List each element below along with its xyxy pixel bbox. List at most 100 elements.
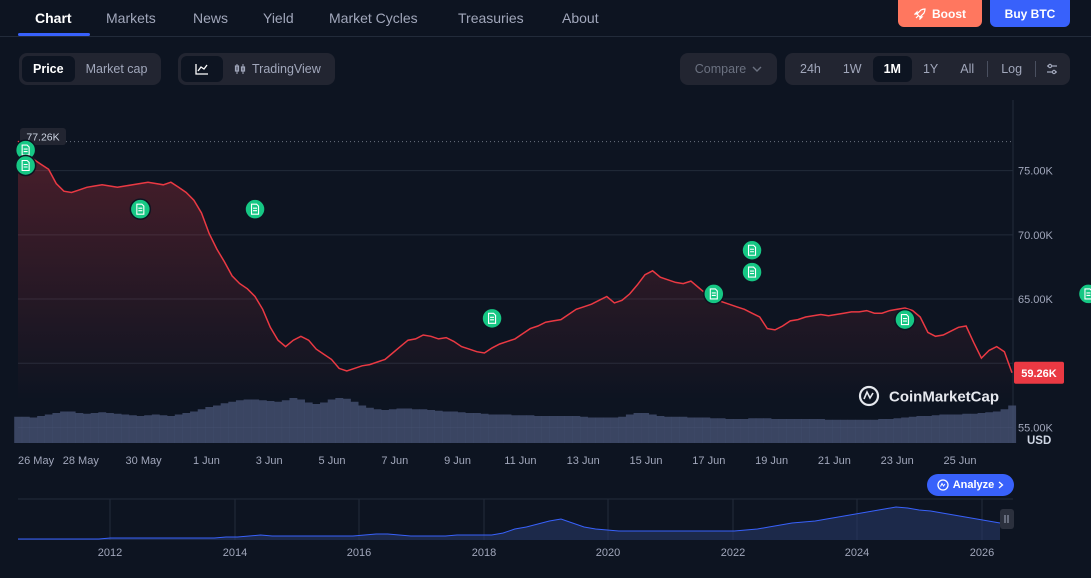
volume-bar <box>174 414 183 443</box>
watermark-text: CoinMarketCap <box>889 389 999 406</box>
range-all[interactable]: All <box>960 62 975 76</box>
volume-bar <box>90 413 99 443</box>
tab-chart[interactable]: Chart <box>35 10 72 26</box>
volume-bar <box>266 401 275 443</box>
volume-bar <box>465 413 474 443</box>
volume-bar <box>862 419 871 443</box>
market-cap-tab[interactable]: Market cap <box>85 62 148 76</box>
news-marker[interactable] <box>129 198 152 220</box>
news-marker[interactable] <box>703 283 725 305</box>
x-tick-label: 25 Jun <box>943 455 976 467</box>
volume-bar <box>281 400 290 443</box>
range-1w[interactable]: 1W <box>842 62 862 76</box>
volume-bar <box>809 419 818 443</box>
news-marker[interactable] <box>741 261 763 283</box>
volume-bar <box>243 399 252 443</box>
settings-button[interactable] <box>1038 56 1066 82</box>
x-tick-label: 11 Jun <box>504 455 536 467</box>
volume-bar <box>778 419 787 443</box>
news-marker[interactable] <box>244 198 266 220</box>
volume-bar <box>702 417 711 443</box>
volume-bar <box>625 414 634 443</box>
overview-x-tick: 2024 <box>845 547 869 559</box>
volume-bar <box>564 416 573 443</box>
volume-bar <box>327 399 336 443</box>
volume-bar <box>908 416 917 443</box>
boost-label: Boost <box>932 6 966 21</box>
tradingview-button[interactable]: TradingView <box>223 56 332 82</box>
volume-bar <box>358 405 367 443</box>
volume-bar <box>916 416 925 443</box>
boost-button[interactable]: Boost <box>898 0 982 27</box>
volume-bar <box>67 411 76 443</box>
volume-bar <box>580 416 588 443</box>
analyze-button[interactable]: Analyze <box>927 474 1014 496</box>
price-tab[interactable]: Price <box>22 56 75 82</box>
volume-bar <box>587 417 596 443</box>
volume-bar <box>671 416 680 443</box>
news-marker[interactable] <box>14 154 37 177</box>
tab-news[interactable]: News <box>193 10 229 26</box>
volume-bar <box>335 398 344 443</box>
volume-bar <box>472 413 481 443</box>
active-tab-indicator <box>18 33 90 36</box>
volume-bar <box>740 419 749 443</box>
volume-bar <box>197 409 206 443</box>
volume-bar <box>434 410 443 443</box>
price-chart[interactable]: 26 May 28 May 30 May 1 Jun 3 Jun 5 Jun 7 Jun 9 … <box>0 100 1091 475</box>
news-marker[interactable] <box>741 239 763 262</box>
volume-bar <box>235 400 244 443</box>
volume-bar <box>610 417 619 443</box>
volume-bar <box>289 398 298 443</box>
y-tick-label: 65.00K <box>1018 294 1054 306</box>
volume-bar <box>44 414 53 443</box>
buy-btc-button[interactable]: Buy BTC <box>990 0 1070 27</box>
range-1y[interactable]: 1Y <box>922 62 939 76</box>
tab-market-cycles[interactable]: Market Cycles <box>329 10 418 26</box>
x-tick-label: 30 May <box>126 455 163 467</box>
document-icon <box>250 203 260 215</box>
volume-bar <box>312 404 321 443</box>
overview-x-tick: 2018 <box>472 547 496 559</box>
overview-chart[interactable]: 2012 2014 2016 2018 2020 2022 2024 2026 <box>0 495 1091 575</box>
y-axis-labels: 75.00K 70.00K 65.00K 55.00K <box>1018 166 1054 435</box>
tab-treasuries[interactable]: Treasuries <box>458 10 524 26</box>
x-tick-label: 5 Jun <box>319 455 346 467</box>
compare-dropdown[interactable]: Compare <box>680 53 777 85</box>
volume-bar <box>113 413 122 443</box>
tab-about[interactable]: About <box>562 10 599 26</box>
volume-bar <box>992 411 1001 443</box>
volume-bar <box>687 417 695 443</box>
tab-markets[interactable]: Markets <box>106 10 156 26</box>
news-marker[interactable] <box>481 307 503 330</box>
line-chart-button[interactable] <box>181 56 223 82</box>
range-24h[interactable]: 24h <box>800 62 821 76</box>
news-marker[interactable] <box>14 139 37 161</box>
volume-bar <box>832 419 841 443</box>
volume-bar <box>297 399 306 443</box>
volume-bar <box>450 411 458 443</box>
chevron-right-icon <box>998 481 1004 489</box>
news-marker[interactable] <box>1077 283 1091 305</box>
news-marker[interactable] <box>894 308 916 331</box>
volume-bar <box>167 416 176 443</box>
range-handle[interactable] <box>1000 509 1014 529</box>
range-divider <box>987 61 989 77</box>
handle-grip-icon <box>1004 515 1009 523</box>
volume-bar <box>710 418 718 443</box>
range-selector: 24h 1W 1M 1Y All Log <box>785 53 1071 85</box>
tab-yield[interactable]: Yield <box>263 10 294 26</box>
x-tick-label: 9 Jun <box>444 455 471 467</box>
document-icon <box>488 312 497 324</box>
volume-bar <box>220 403 229 443</box>
volume-bar <box>526 415 535 443</box>
overview-x-axis: 2012 2014 2016 2018 2020 2022 2024 2026 <box>98 547 994 559</box>
range-1m[interactable]: 1M <box>872 56 912 82</box>
volume-bar <box>60 411 68 443</box>
document-icon <box>709 288 718 300</box>
overview-x-tick: 2012 <box>98 547 122 559</box>
volume-bar <box>801 419 810 443</box>
volume-bar <box>350 401 359 443</box>
log-toggle[interactable]: Log <box>1001 62 1023 76</box>
volume-bar <box>572 416 581 443</box>
